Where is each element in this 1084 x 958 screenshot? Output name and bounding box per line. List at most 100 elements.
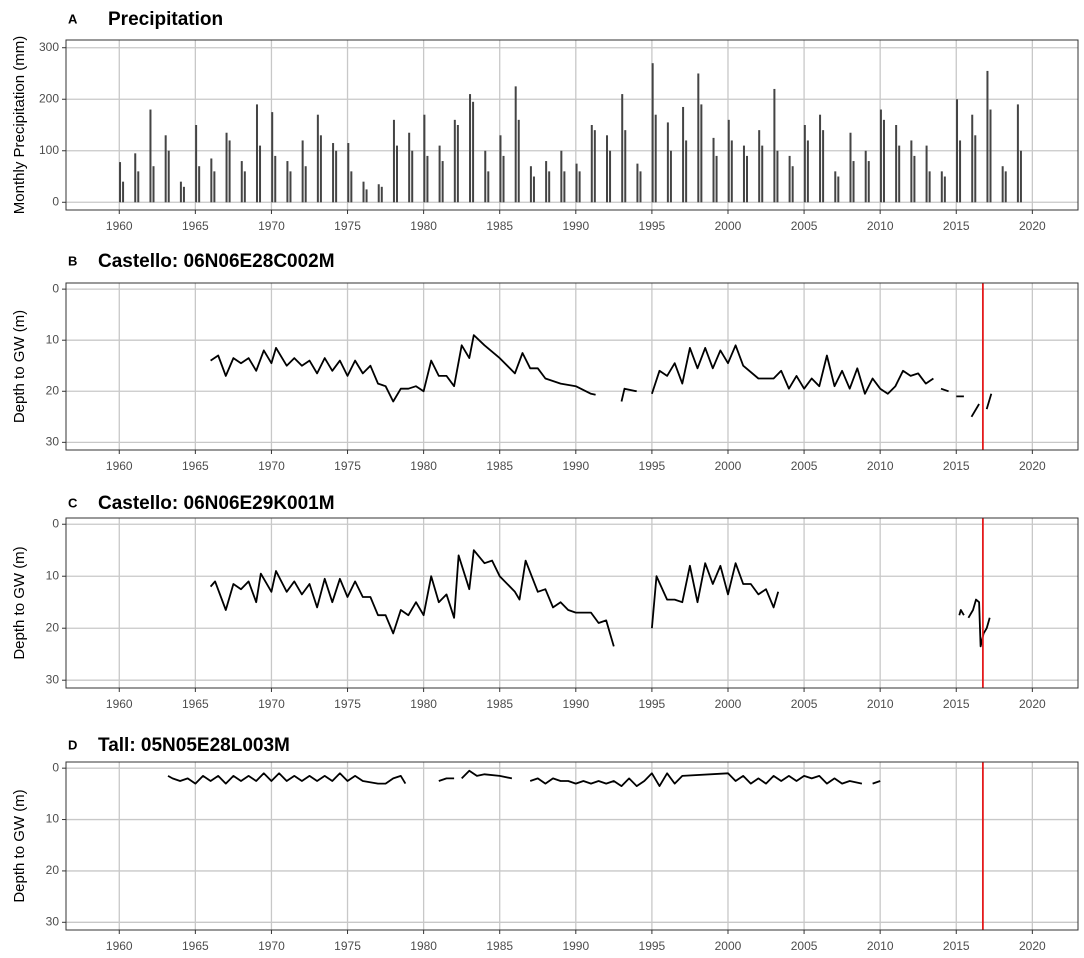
x-tick-label: 2000 xyxy=(715,459,742,473)
bar xyxy=(548,171,551,203)
x-tick-label: 1965 xyxy=(182,219,209,233)
panel-title: Tall: 05N05E28L003M xyxy=(98,735,290,756)
x-tick-label: 2000 xyxy=(715,939,742,953)
bar xyxy=(624,130,627,203)
bar xyxy=(560,150,563,203)
bar xyxy=(773,88,776,203)
bar xyxy=(517,119,520,203)
bar xyxy=(182,186,185,203)
panel: B Castello: 06N06E28C002M Depth to GW (m) 1… xyxy=(11,251,1079,473)
x-tick-label: 2020 xyxy=(1019,459,1046,473)
bar xyxy=(609,150,612,203)
bar xyxy=(301,140,304,203)
bar xyxy=(761,145,764,203)
bar xyxy=(852,161,855,203)
y-axis-label: Monthly Precipitation (mm) xyxy=(11,36,28,214)
bar xyxy=(347,143,350,203)
bar xyxy=(898,145,901,203)
x-tick-label: 1970 xyxy=(258,459,285,473)
x-tick-label: 2010 xyxy=(867,459,894,473)
bar xyxy=(879,109,882,203)
bar xyxy=(727,119,730,203)
y-tick-label: 30 xyxy=(46,914,60,928)
x-tick-label: 1985 xyxy=(486,939,513,953)
bar xyxy=(864,150,867,203)
series-line xyxy=(167,769,881,787)
bar xyxy=(195,125,198,203)
bar xyxy=(484,150,487,203)
bar xyxy=(636,163,639,203)
panel-title: Castello: 06N06E28C002M xyxy=(98,251,335,272)
x-tick-label: 1975 xyxy=(334,697,361,711)
bar xyxy=(606,135,609,203)
bar xyxy=(134,153,137,203)
x-tick-label: 1995 xyxy=(639,459,666,473)
bar xyxy=(788,155,791,203)
bar xyxy=(304,166,307,203)
bar xyxy=(289,171,292,203)
x-tick-label: 2010 xyxy=(867,219,894,233)
panel-tag: D xyxy=(68,737,77,752)
bar xyxy=(441,161,444,203)
x-tick-label: 1965 xyxy=(182,939,209,953)
bar xyxy=(593,130,596,203)
bar xyxy=(712,137,715,203)
x-tick-label: 1980 xyxy=(410,219,437,233)
bar xyxy=(149,109,152,203)
bar xyxy=(122,181,125,203)
bar xyxy=(882,119,885,203)
bar xyxy=(365,189,368,203)
bar xyxy=(974,135,977,203)
bar xyxy=(210,158,213,203)
x-tick-label: 1975 xyxy=(334,939,361,953)
bar xyxy=(1001,166,1004,203)
bar xyxy=(286,161,289,203)
bar xyxy=(1019,150,1022,203)
bar xyxy=(225,132,228,203)
y-tick-label: 10 xyxy=(46,812,60,826)
y-tick-label: 10 xyxy=(46,568,60,582)
bar xyxy=(590,125,593,203)
bar xyxy=(453,119,456,203)
x-tick-label: 1975 xyxy=(334,459,361,473)
bar xyxy=(666,122,669,203)
bar xyxy=(867,161,870,203)
y-tick-label: 30 xyxy=(46,435,60,449)
panel: C Castello: 06N06E29K001M Depth to GW (m) 1… xyxy=(11,493,1079,711)
x-tick-label: 2005 xyxy=(791,939,818,953)
bar xyxy=(472,101,475,203)
bar xyxy=(487,171,490,203)
bar xyxy=(959,140,962,203)
bar xyxy=(925,145,928,203)
bar xyxy=(837,176,840,203)
panel-tag: B xyxy=(68,253,77,268)
bar xyxy=(563,171,566,203)
bar xyxy=(377,184,380,203)
x-tick-label: 2005 xyxy=(791,219,818,233)
bar xyxy=(956,99,959,203)
y-tick-label: 0 xyxy=(52,281,59,295)
y-tick-label: 0 xyxy=(52,516,59,530)
x-tick-label: 1990 xyxy=(562,939,589,953)
bar xyxy=(806,140,809,203)
x-tick-label: 2015 xyxy=(943,459,970,473)
bar xyxy=(575,163,578,203)
x-tick-label: 1960 xyxy=(106,459,133,473)
bar xyxy=(943,176,946,203)
x-tick-label: 1965 xyxy=(182,459,209,473)
bar xyxy=(651,63,654,203)
bar xyxy=(259,145,262,203)
x-tick-label: 1965 xyxy=(182,697,209,711)
y-tick-label: 30 xyxy=(46,672,60,686)
bar xyxy=(408,132,411,203)
panel: D Tall: 05N05E28L003M Depth to GW (m) 1960 1… xyxy=(11,735,1079,953)
bar xyxy=(426,155,429,203)
x-tick-label: 1995 xyxy=(639,939,666,953)
bar xyxy=(730,140,733,203)
bar xyxy=(198,166,201,203)
bar xyxy=(411,150,414,203)
plot-background xyxy=(66,518,1078,688)
bar xyxy=(502,155,505,203)
y-axis-label: Depth to GW (m) xyxy=(11,789,28,902)
bar xyxy=(316,114,319,203)
